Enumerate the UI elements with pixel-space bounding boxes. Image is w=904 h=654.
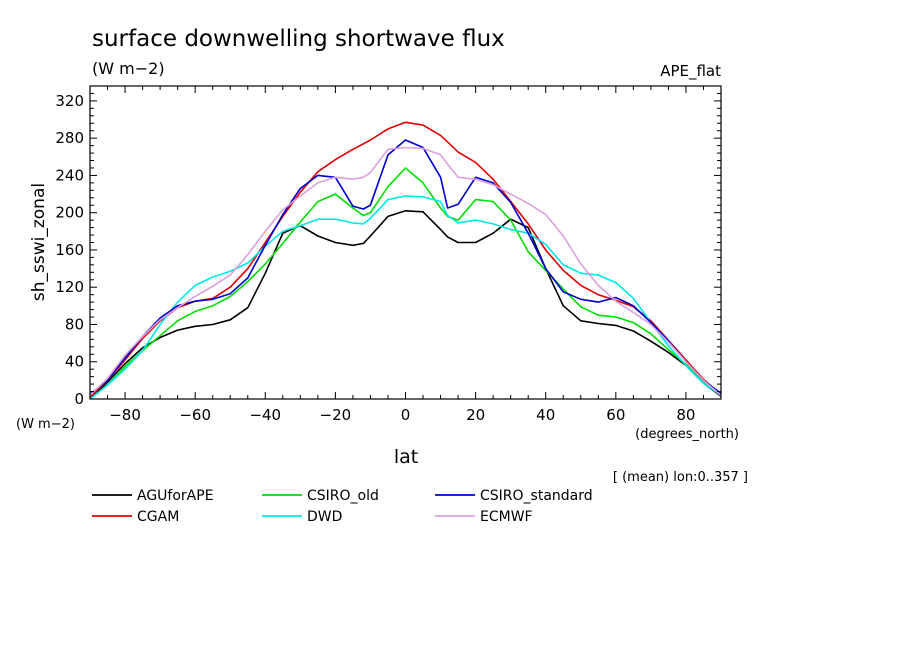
legend-label: DWD <box>307 509 342 525</box>
legend-item-ecmwf: ECMWF <box>435 509 533 525</box>
y-tick-label: 120 <box>55 278 84 296</box>
legend-label: CGAM <box>137 509 179 525</box>
x-tick-label: 40 <box>536 406 555 424</box>
series-line-csiro_standard <box>89 139 722 395</box>
chart-title: surface downwelling shortwave flux <box>92 26 505 52</box>
x-tick-label: 80 <box>676 406 695 424</box>
y-tick-label: 280 <box>55 129 84 147</box>
x-tick-label: −60 <box>179 406 211 424</box>
legend-item-cgam: CGAM <box>92 509 179 525</box>
x-axis-units: (degrees_north) <box>635 427 739 442</box>
x-tick-label: 0 <box>401 406 411 424</box>
y-axis-label: sh_sswi_zonal <box>29 183 49 301</box>
series-line-cgam <box>89 121 722 398</box>
series-line-dwd <box>89 195 722 400</box>
y-tick-label: 40 <box>65 353 84 371</box>
series-line-csiro_old <box>89 167 722 400</box>
y-tick-label: 320 <box>55 92 84 110</box>
plot-frame <box>89 85 722 400</box>
x-tick-label: −40 <box>249 406 281 424</box>
y-tick-label: 240 <box>55 166 84 184</box>
chart-units: (W m−2) <box>92 59 165 78</box>
x-tick-label: 20 <box>466 406 485 424</box>
x-tick-label: −20 <box>320 406 352 424</box>
y-tick-label: 0 <box>74 390 84 408</box>
legend-label: AGUforAPE <box>137 488 214 504</box>
x-tick-label: 60 <box>606 406 625 424</box>
legend-label: CSIRO_standard <box>480 488 593 504</box>
x-tick-label: −80 <box>109 406 141 424</box>
y-axis-units: (W m−2) <box>16 417 75 432</box>
x-axis-label: lat <box>394 446 418 468</box>
series-line-aguforape <box>89 210 722 400</box>
series-layer <box>89 121 722 400</box>
y-tick-label: 200 <box>55 204 84 222</box>
legend: AGUforAPE CGAM CSIRO_old DWD CSIRO_standard E… <box>92 488 593 525</box>
legend-label: ECMWF <box>480 509 533 525</box>
tick-labels-layer: −80 −60 −40 −20 0 20 40 60 80 0 40 80 120 160 200 240 28… <box>55 92 695 424</box>
legend-item-csiro_standard: CSIRO_standard <box>435 488 593 504</box>
legend-label: CSIRO_old <box>307 488 379 504</box>
series-line-ecmwf <box>89 146 722 396</box>
y-tick-label: 160 <box>55 241 84 259</box>
legend-item-csiro_old: CSIRO_old <box>262 488 379 504</box>
ticks-layer <box>89 85 722 400</box>
legend-item-dwd: DWD <box>262 509 342 525</box>
y-tick-label: 80 <box>65 315 84 333</box>
dataset-label: APE_flat <box>660 62 721 81</box>
legend-item-aguforape: AGUforAPE <box>92 488 214 504</box>
averaging-note: [ (mean) lon:0..357 ] <box>613 470 748 485</box>
